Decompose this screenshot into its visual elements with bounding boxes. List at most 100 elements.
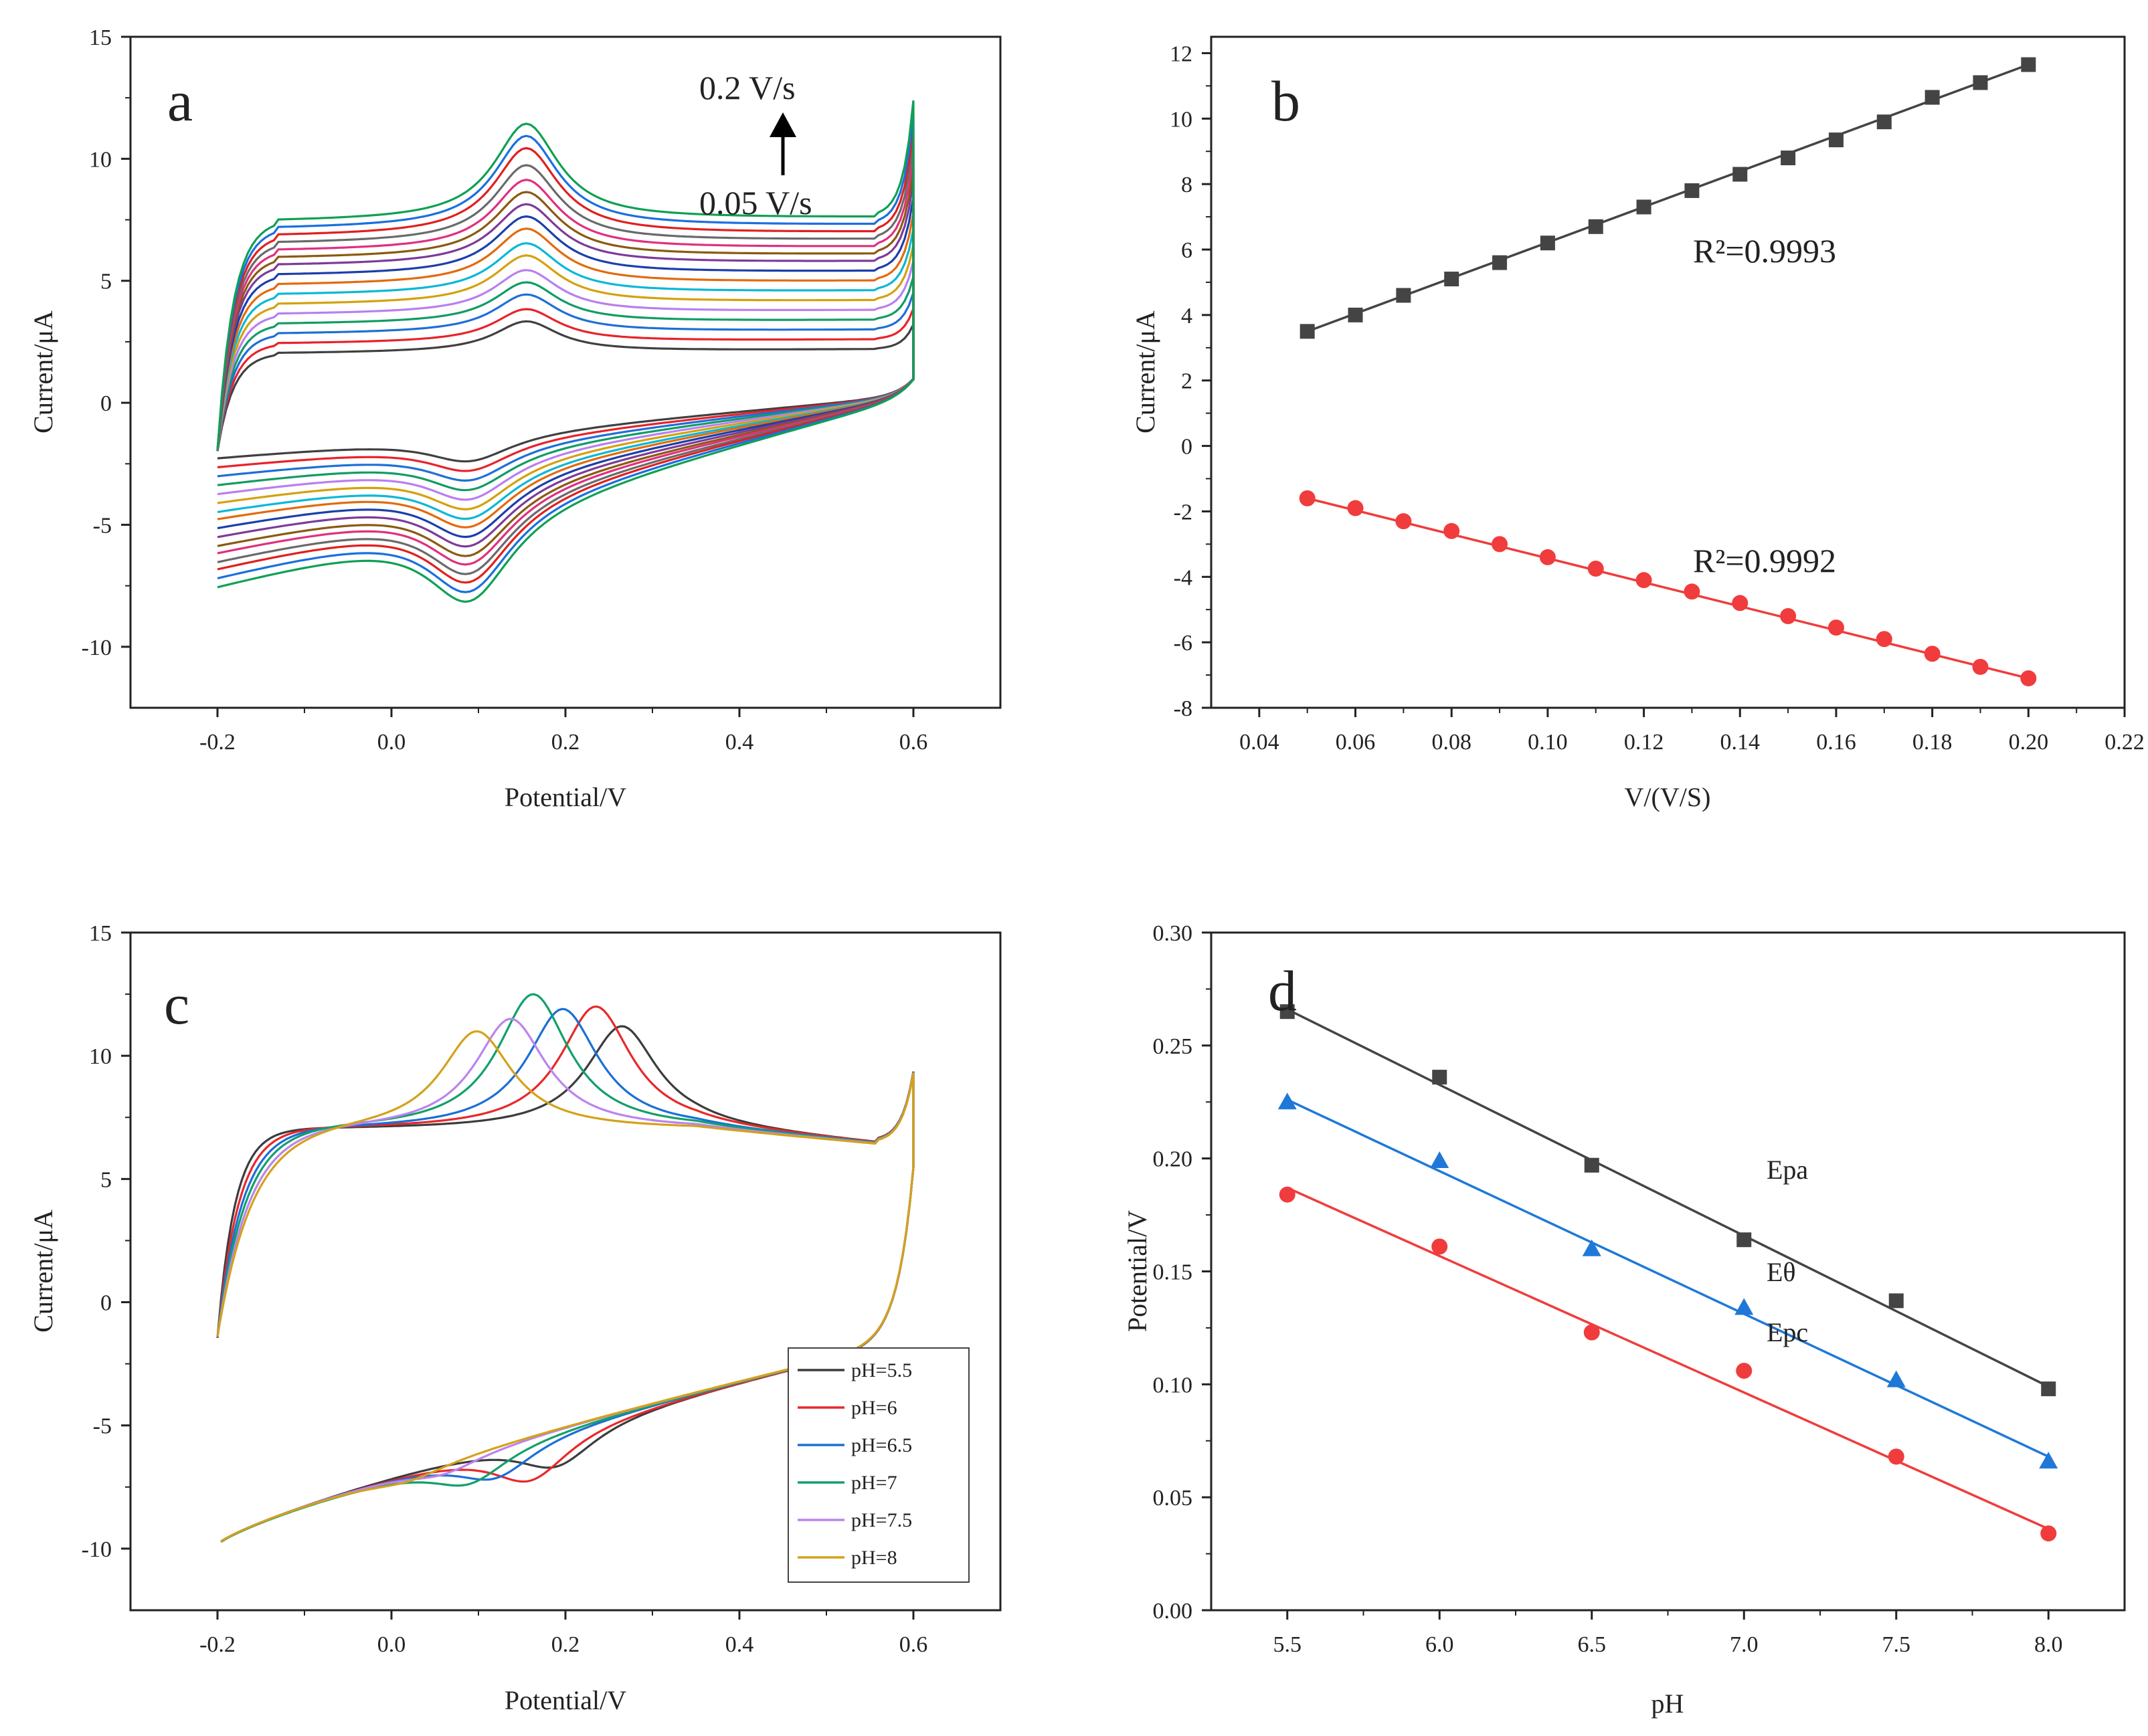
cv-curve — [216, 100, 915, 603]
data-point — [1492, 255, 1508, 270]
data-point — [1444, 272, 1459, 287]
y-tick-label: 0.00 — [1153, 1599, 1193, 1624]
x-axis-label: pH — [1651, 1689, 1684, 1719]
data-point — [1876, 114, 1892, 130]
data-point — [1924, 646, 1941, 662]
ticks-group: -0.2 0.0 0.2 0.4 0.6 -10 -5 0 5 10 15 — [82, 25, 928, 755]
y-tick-label: 5 — [100, 270, 112, 294]
panel-letter-a: a — [167, 69, 193, 133]
data-point — [1973, 75, 1988, 90]
y-axis-label: Current/μA — [1130, 310, 1160, 433]
plot-group — [1277, 1004, 2058, 1542]
y-tick-label: -10 — [82, 1537, 112, 1562]
y-tick-label: -6 — [1174, 631, 1192, 656]
plot-frame — [1210, 35, 2126, 709]
data-point — [1972, 658, 1989, 675]
data-point — [1588, 219, 1603, 234]
data-point — [1432, 1070, 1447, 1085]
series-label-epc: Epc — [1767, 1317, 1808, 1347]
data-point — [1925, 90, 1940, 105]
data-point — [1396, 288, 1411, 303]
data-point — [1584, 1157, 1599, 1173]
series-label-epa: Epa — [1767, 1155, 1808, 1185]
x-tick-label: 0.2 — [551, 1632, 580, 1657]
data-point — [1888, 1448, 1904, 1465]
y-tick-label: 0 — [100, 1291, 112, 1316]
y-tick-label: 15 — [89, 25, 112, 50]
y-tick-label: 0.15 — [1153, 1260, 1193, 1285]
data-point — [1876, 631, 1892, 648]
y-axis-label: Current/μA — [28, 1210, 58, 1333]
data-point — [1279, 1186, 1295, 1203]
data-point — [1636, 199, 1651, 215]
y-tick-label: 0.10 — [1153, 1373, 1193, 1397]
y-tick-label: 0.05 — [1153, 1486, 1193, 1511]
data-point — [1736, 1232, 1752, 1248]
data-point — [1583, 1324, 1600, 1341]
y-tick-label: 0 — [100, 391, 112, 416]
data-point — [1279, 1004, 1295, 1020]
data-point — [2041, 1381, 2056, 1397]
x-tick-label: 0.6 — [899, 1632, 928, 1657]
ticks-group: 5.5 6.0 6.5 7.0 7.5 8.0 0.00 0.05 0.10 0.15 0.20 0.… — [1153, 921, 2063, 1657]
plot-group — [1299, 57, 2037, 686]
x-tick-label: 0.08 — [1431, 730, 1471, 755]
panel-letter-d: d — [1268, 959, 1297, 1023]
data-point — [1780, 608, 1797, 625]
x-tick-label: -0.2 — [199, 730, 236, 755]
data-point — [2040, 1525, 2057, 1542]
x-tick-label: 0.2 — [551, 730, 580, 755]
curves-group — [216, 100, 915, 603]
legend-label: pH=8 — [851, 1547, 897, 1569]
x-tick-label: 0.4 — [725, 1632, 754, 1657]
panel-letter-c: c — [164, 972, 189, 1036]
data-point — [1299, 490, 1316, 506]
plot-frame — [129, 35, 1002, 709]
x-tick-label: 7.5 — [1882, 1632, 1911, 1657]
cv-curve — [216, 1018, 915, 1543]
x-tick-label: 0.0 — [377, 730, 406, 755]
data-point — [1431, 1238, 1448, 1255]
data-point — [1587, 561, 1604, 577]
y-tick-label: 0.30 — [1153, 921, 1193, 946]
fit-line — [1307, 497, 2029, 680]
fit-line — [1287, 1098, 2049, 1458]
y-tick-label: 4 — [1181, 304, 1192, 328]
y-tick-label: 12 — [1170, 41, 1192, 66]
x-axis-label: Potential/V — [505, 1685, 626, 1715]
y-tick-label: 10 — [89, 1044, 112, 1069]
arrow-head — [770, 112, 796, 137]
data-point — [1300, 324, 1315, 339]
legend-label: pH=5.5 — [851, 1359, 912, 1381]
r2-label-cathodic: R²=0.9992 — [1693, 542, 1836, 579]
data-point — [1828, 132, 1844, 148]
y-tick-label: 10 — [89, 147, 112, 172]
data-point — [2021, 57, 2036, 72]
curves-group — [216, 993, 915, 1543]
legend: pH=5.5 pH=6 pH=6.5 pH=7 pH=7.5 pH=8 — [788, 1347, 970, 1583]
legend-label: pH=6.5 — [851, 1434, 912, 1456]
legend-label: pH=7 — [851, 1472, 897, 1494]
x-tick-label: 0.04 — [1239, 730, 1279, 755]
x-tick-label: 6.5 — [1578, 1632, 1607, 1657]
data-point — [1827, 619, 1844, 636]
y-tick-label: 0.20 — [1153, 1147, 1193, 1172]
y-tick-label: 10 — [1170, 107, 1192, 132]
data-point — [1443, 522, 1460, 539]
ticks-group: 0.04 0.06 0.08 0.10 0.12 0.14 0.16 0.18 0.20 0.22… — [1170, 41, 2145, 755]
data-point — [1540, 235, 1555, 251]
data-point — [1886, 1370, 1906, 1387]
cv-curve — [216, 1030, 915, 1543]
x-tick-label: 7.0 — [1730, 1632, 1759, 1657]
fit-line — [1287, 1186, 2049, 1531]
data-point — [2020, 670, 2037, 686]
annotation-bottom: 0.05 V/s — [699, 184, 812, 221]
y-tick-label: 6 — [1181, 238, 1192, 263]
data-point — [1539, 549, 1556, 565]
data-point — [1734, 1298, 1754, 1315]
data-point — [1635, 572, 1652, 589]
data-point — [1347, 500, 1364, 516]
y-tick-label: -5 — [93, 513, 112, 538]
